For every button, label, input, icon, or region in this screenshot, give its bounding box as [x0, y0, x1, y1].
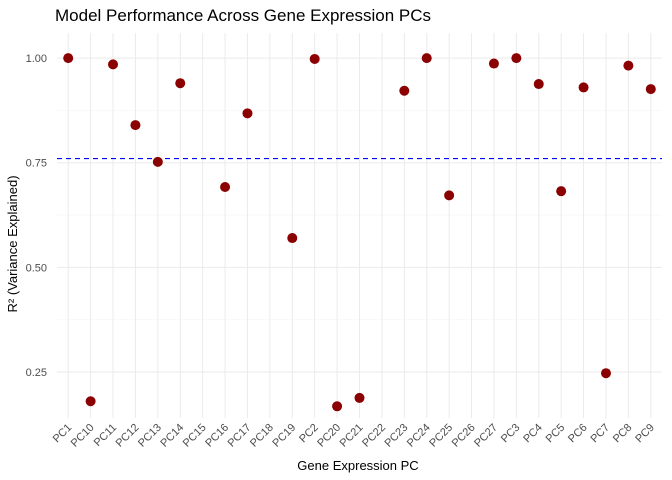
x-tick-label: PC4	[521, 422, 545, 446]
x-tick-label: PC17	[226, 422, 254, 450]
y-tick-label: 0.25	[26, 367, 47, 379]
x-tick-label: PC8	[611, 422, 635, 446]
x-tick-label: PC13	[136, 422, 164, 450]
x-tick-label: PC7	[588, 422, 612, 446]
y-tick-label: 0.50	[26, 262, 47, 274]
x-tick-label: PC10	[69, 422, 97, 450]
x-tick-label: PC6	[566, 422, 590, 446]
x-tick-label: PC22	[360, 422, 388, 450]
y-axis-title: R² (Variance Explained)	[5, 175, 20, 312]
data-point-pc1	[63, 53, 74, 64]
data-point-pc13	[152, 156, 163, 167]
y-tick-label: 1.00	[26, 53, 47, 65]
grid	[57, 33, 662, 418]
x-tick-label: PC24	[405, 422, 433, 450]
data-point-pc3	[511, 53, 522, 64]
data-point-pc23	[399, 85, 410, 96]
x-tick-label: PC26	[450, 422, 478, 450]
x-axis-ticks: PC1PC10PC11PC12PC13PC14PC15PC16PC17PC18P…	[51, 422, 657, 450]
data-point-pc17	[242, 108, 253, 119]
data-points	[63, 53, 656, 412]
x-tick-label: PC11	[92, 422, 119, 449]
x-tick-label: PC25	[427, 422, 455, 450]
x-tick-label: PC27	[472, 422, 500, 450]
data-point-pc5	[556, 186, 567, 197]
data-point-pc9	[645, 84, 656, 95]
data-point-pc21	[354, 392, 365, 403]
chart-title: Model Performance Across Gene Expression…	[55, 6, 431, 25]
x-tick-label: PC23	[382, 422, 410, 450]
x-tick-label: PC9	[633, 422, 657, 446]
data-point-pc14	[175, 78, 186, 89]
x-axis-title: Gene Expression PC	[297, 458, 418, 473]
data-point-pc19	[287, 233, 298, 244]
x-tick-label: PC18	[248, 422, 276, 450]
data-point-pc4	[533, 79, 544, 90]
x-tick-label: PC12	[114, 422, 142, 450]
x-tick-label: PC3	[499, 422, 523, 446]
data-point-pc10	[85, 396, 96, 407]
y-tick-label: 0.75	[26, 158, 47, 170]
x-tick-label: PC21	[338, 422, 366, 450]
data-point-pc6	[578, 82, 589, 93]
data-point-pc24	[421, 53, 432, 64]
data-point-pc11	[108, 59, 119, 70]
data-point-pc16	[220, 182, 231, 192]
x-tick-label: PC15	[181, 422, 209, 450]
x-tick-label: PC14	[158, 422, 186, 450]
x-tick-label: PC19	[270, 422, 298, 450]
x-tick-label: PC16	[203, 422, 231, 450]
y-axis-ticks: 0.25 0.50 0.75 1.00	[26, 53, 47, 379]
data-point-pc7	[600, 368, 611, 379]
data-point-pc25	[444, 190, 455, 201]
data-point-pc8	[623, 60, 634, 71]
data-point-pc27	[488, 58, 499, 69]
data-point-pc2	[309, 53, 320, 64]
data-point-pc12	[130, 120, 141, 131]
data-point-pc20	[332, 401, 343, 412]
x-tick-label: PC20	[315, 422, 343, 450]
x-tick-label: PC5	[544, 422, 568, 446]
